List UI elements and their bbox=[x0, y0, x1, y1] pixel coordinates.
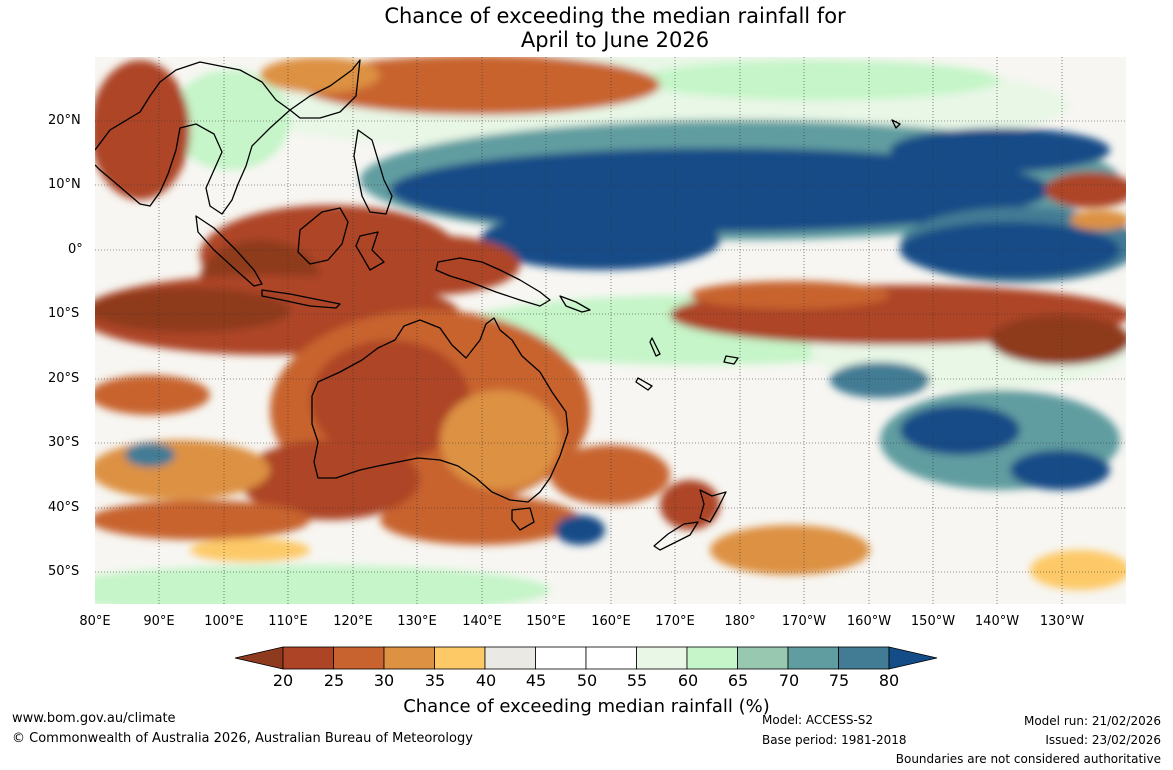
boundaries-disclaimer: Boundaries are not considered authoritat… bbox=[895, 752, 1161, 766]
colorbar-tick-20: 20 bbox=[272, 671, 294, 690]
lat-label-10S: 10°S bbox=[48, 306, 80, 321]
fiji-coastline bbox=[723, 355, 739, 365]
colorbar-swatch bbox=[282, 646, 334, 670]
colorbar-swatch bbox=[636, 646, 688, 670]
model-name: Model: ACCESS-S2 bbox=[762, 713, 874, 727]
lon-label-180: 180° bbox=[724, 614, 756, 629]
colorbar-swatch bbox=[787, 646, 839, 670]
lon-label-140W: 140°W bbox=[974, 614, 1020, 629]
colorbar-tick-40: 40 bbox=[475, 671, 497, 690]
colorbar-swatch bbox=[686, 646, 738, 670]
copyright-text: © Commonwealth of Australia 2026, Austra… bbox=[12, 731, 473, 746]
lon-label-170E: 170°E bbox=[655, 614, 695, 629]
vanuatu-coastline bbox=[649, 337, 661, 357]
colorbar-tick-50: 50 bbox=[576, 671, 598, 690]
tasmania-coastline bbox=[511, 507, 535, 531]
colorbar-swatch bbox=[535, 646, 587, 670]
new-zealand-south-coastline bbox=[653, 521, 699, 551]
map-title-line2: April to June 2026 bbox=[520, 28, 710, 52]
lat-label-30S: 30°S bbox=[48, 435, 80, 450]
issued-date: Issued: 23/02/2026 bbox=[1045, 733, 1161, 747]
probability-fields bbox=[95, 57, 1126, 604]
lon-label-150E: 150°E bbox=[526, 614, 566, 629]
lat-label-40S: 40°S bbox=[48, 500, 80, 515]
lon-label-170W: 170°W bbox=[781, 614, 827, 629]
new-zealand-north-coastline bbox=[699, 489, 727, 523]
lon-label-140E: 140°E bbox=[462, 614, 502, 629]
coastlines bbox=[95, 59, 901, 551]
colorbar-swatch bbox=[585, 646, 637, 670]
sulawesi-coastline bbox=[355, 231, 385, 271]
colorbar-tick-60: 60 bbox=[677, 671, 699, 690]
map-title-line1: Chance of exceeding the median rainfall … bbox=[384, 4, 846, 28]
website-link[interactable]: www.bom.gov.au/climate bbox=[12, 711, 176, 726]
colorbar-tick-75: 75 bbox=[828, 671, 850, 690]
china-coastline bbox=[289, 59, 361, 119]
lon-label-130E: 130°E bbox=[397, 614, 437, 629]
colorbar-swatch bbox=[484, 646, 536, 670]
colorbar-extend-low bbox=[234, 646, 284, 670]
colorbar-tick-55: 55 bbox=[626, 671, 648, 690]
lat-label-20S: 20°S bbox=[48, 371, 80, 386]
new-guinea-coastline bbox=[435, 257, 551, 307]
hawaii-coastline bbox=[891, 119, 901, 129]
borneo-coastline bbox=[297, 207, 349, 265]
colorbar-tick-30: 30 bbox=[373, 671, 395, 690]
map-plot-area bbox=[95, 57, 1126, 604]
new-caledonia-coastline bbox=[635, 377, 653, 391]
lon-label-90E: 90°E bbox=[143, 614, 175, 629]
colorbar-swatch bbox=[383, 646, 435, 670]
lon-label-160W: 160°W bbox=[846, 614, 892, 629]
colorbar-swatch bbox=[737, 646, 789, 670]
colorbar-extend-high bbox=[888, 646, 938, 670]
lat-label-50S: 50°S bbox=[48, 564, 80, 579]
lon-label-150W: 150°W bbox=[910, 614, 956, 629]
lat-label-10N: 10°N bbox=[48, 177, 81, 192]
colorbar-tick-70: 70 bbox=[778, 671, 800, 690]
colorbar-swatch bbox=[434, 646, 486, 670]
graticule bbox=[95, 57, 1126, 604]
colorbar-swatch bbox=[333, 646, 385, 670]
base-period: Base period: 1981-2018 bbox=[762, 733, 907, 747]
colorbar bbox=[234, 646, 938, 670]
colorbar-label: Chance of exceeding median rainfall (%) bbox=[403, 696, 770, 717]
lon-label-120E: 120°E bbox=[333, 614, 373, 629]
solomons-coastline bbox=[559, 295, 591, 313]
lon-label-130W: 130°W bbox=[1039, 614, 1085, 629]
lat-label-20N: 20°N bbox=[48, 113, 81, 128]
sumatra-coastline bbox=[195, 215, 263, 287]
colorbar-tick-80: 80 bbox=[878, 671, 900, 690]
southeast-asia-coastline bbox=[95, 61, 291, 215]
colorbar-swatch bbox=[838, 646, 890, 670]
lon-label-160E: 160°E bbox=[591, 614, 631, 629]
java-coastline bbox=[261, 289, 341, 309]
lon-label-100E: 100°E bbox=[204, 614, 244, 629]
lon-label-110E: 110°E bbox=[268, 614, 308, 629]
philippines-coastline bbox=[353, 129, 393, 215]
colorbar-tick-45: 45 bbox=[525, 671, 547, 690]
colorbar-tick-65: 65 bbox=[727, 671, 749, 690]
colorbar-tick-25: 25 bbox=[323, 671, 345, 690]
colorbar-tick-35: 35 bbox=[424, 671, 446, 690]
australia-coastline bbox=[311, 317, 569, 503]
model-run-date: Model run: 21/02/2026 bbox=[1023, 714, 1161, 728]
lat-label-0: 0° bbox=[68, 242, 83, 257]
lon-label-80E: 80°E bbox=[79, 614, 111, 629]
